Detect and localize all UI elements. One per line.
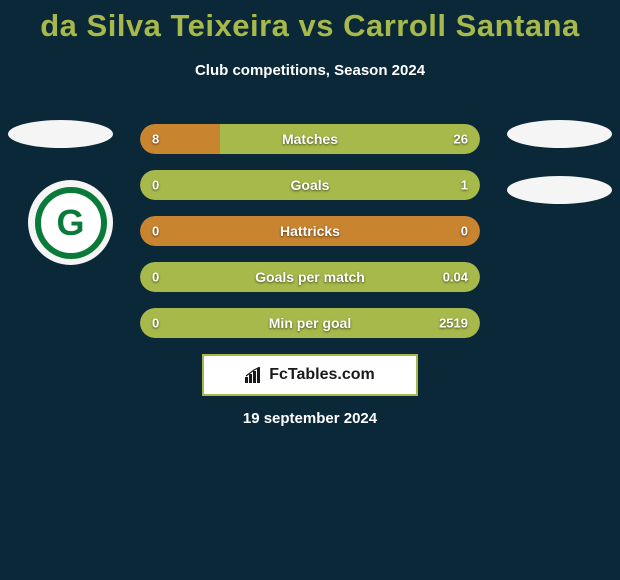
stat-value-right: 0 <box>461 224 468 239</box>
page-title: da Silva Teixeira vs Carroll Santana <box>0 0 620 44</box>
player1-badge-placeholder <box>8 120 113 148</box>
player2-badge-placeholder-2 <box>507 176 612 204</box>
stat-value-left: 0 <box>152 270 159 285</box>
club-crest-letter: G <box>56 205 84 241</box>
stat-label: Min per goal <box>269 315 351 331</box>
stat-label: Hattricks <box>280 223 340 239</box>
stat-bar: 0 Min per goal 2519 <box>140 308 480 338</box>
club-crest: G <box>28 180 113 265</box>
stats-bars-container: 8 Matches 26 0 Goals 1 0 Hattricks 0 0 Goals per m… <box>140 124 480 354</box>
stat-label: Goals per match <box>255 269 365 285</box>
site-logo-text: FcTables.com <box>245 366 375 384</box>
stat-value-left: 0 <box>152 224 159 239</box>
stat-bar: 0 Goals 1 <box>140 170 480 200</box>
player2-badge-placeholder <box>507 120 612 148</box>
stat-value-right: 0.04 <box>443 270 468 285</box>
stat-value-left: 8 <box>152 132 159 147</box>
bar-chart-icon <box>245 367 265 383</box>
stat-bar: 0 Goals per match 0.04 <box>140 262 480 292</box>
stat-value-right: 26 <box>454 132 468 147</box>
stat-value-left: 0 <box>152 178 159 193</box>
stat-value-right: 2519 <box>439 316 468 331</box>
stat-value-right: 1 <box>461 178 468 193</box>
page-subtitle: Club competitions, Season 2024 <box>0 62 620 79</box>
site-logo-label: FcTables.com <box>269 366 375 384</box>
stat-label: Matches <box>282 131 338 147</box>
site-logo-box[interactable]: FcTables.com <box>202 354 418 396</box>
stat-label: Goals <box>291 177 330 193</box>
stat-bar-fill-right <box>220 124 480 154</box>
stat-bar: 8 Matches 26 <box>140 124 480 154</box>
stat-value-left: 0 <box>152 316 159 331</box>
club-crest-ring: G <box>35 187 107 259</box>
date-text: 19 september 2024 <box>0 410 620 427</box>
stat-bar: 0 Hattricks 0 <box>140 216 480 246</box>
